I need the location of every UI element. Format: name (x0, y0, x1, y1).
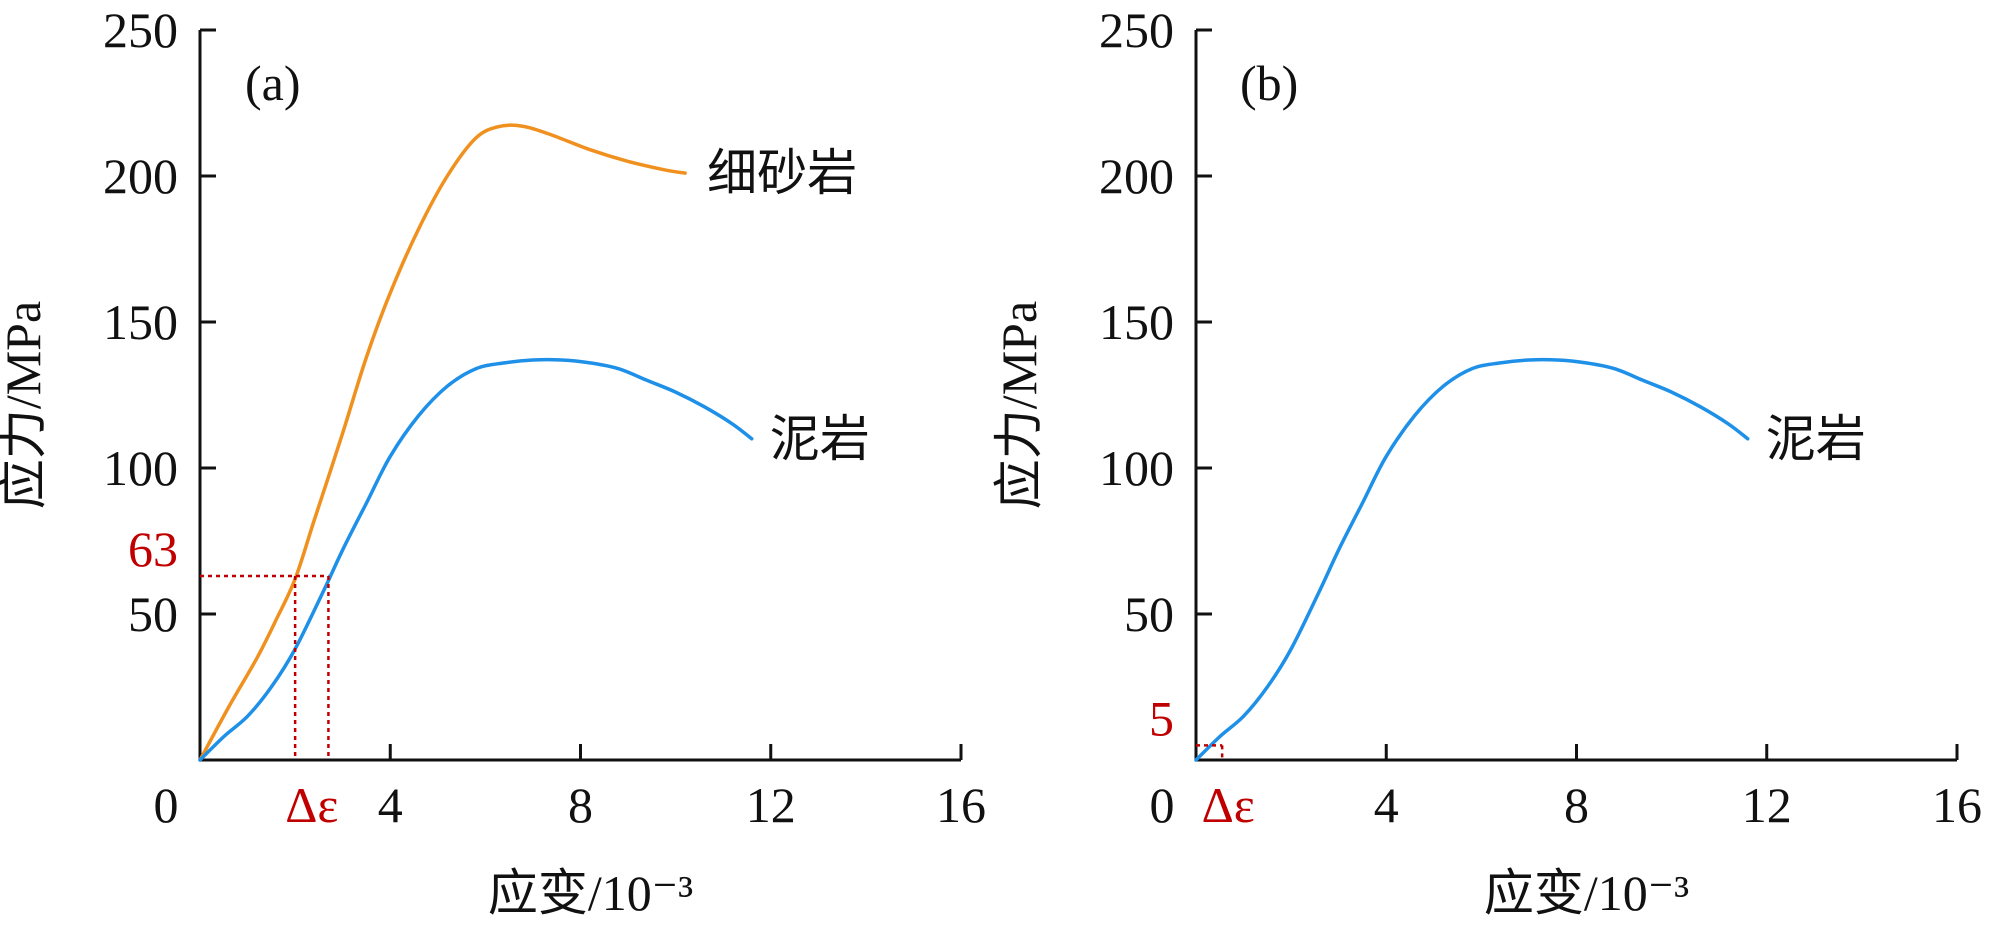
x-tick-label: 8 (1564, 777, 1589, 833)
y-tick-label: 50 (128, 586, 178, 642)
x-tick-label: 0 (154, 777, 179, 833)
y-axis-title: 应力/MPa (991, 301, 1047, 509)
x-tick-label: 0 (1150, 777, 1175, 833)
panel-label: (b) (1240, 55, 1298, 111)
x-axis-title: 应变/10⁻³ (1484, 865, 1689, 921)
y-tick-label: 150 (103, 294, 178, 350)
x-tick-label: 8 (568, 777, 593, 833)
series-line (1194, 357, 1750, 762)
y-tick-label: 200 (1099, 148, 1174, 204)
stress-marker-label: 5 (1149, 690, 1174, 746)
x-tick-label: 4 (1374, 777, 1399, 833)
y-tick-label: 100 (1099, 440, 1174, 496)
y-tick-label: 250 (103, 2, 178, 58)
x-axis-title: 应变/10⁻³ (488, 865, 693, 921)
y-tick-label: 100 (103, 440, 178, 496)
x-tick-label: 12 (746, 777, 796, 833)
chart-panel-a: 50 100 150 200 250 0 4 8 12 16 应变/10⁻³ 应力/MPa (a) 细砂岩… (0, 2, 986, 921)
x-tick-label: 16 (936, 777, 986, 833)
series-line (198, 123, 687, 762)
x-tick-label: 4 (378, 777, 403, 833)
stress-marker-label: 63 (128, 521, 178, 577)
y-tick-label: 250 (1099, 2, 1174, 58)
x-tick-label: 12 (1742, 777, 1792, 833)
delta-epsilon-label: Δε (1202, 777, 1255, 833)
chart-panel-b: 50 100 150 200 250 0 4 8 12 16 应变/10⁻³ 应力/MPa (b) 泥岩 5… (991, 2, 1982, 921)
series-label: 泥岩 (770, 411, 870, 467)
panel-label: (a) (245, 55, 301, 111)
series-label: 细砂岩 (707, 145, 857, 201)
y-tick-label: 50 (1124, 586, 1174, 642)
y-tick-label: 150 (1099, 294, 1174, 350)
x-tick-label: 16 (1932, 777, 1982, 833)
series-label: 泥岩 (1766, 411, 1866, 467)
series-line (198, 357, 754, 762)
y-axis-title: 应力/MPa (0, 301, 51, 509)
y-tick-label: 200 (103, 148, 178, 204)
delta-epsilon-label: Δε (285, 777, 338, 833)
